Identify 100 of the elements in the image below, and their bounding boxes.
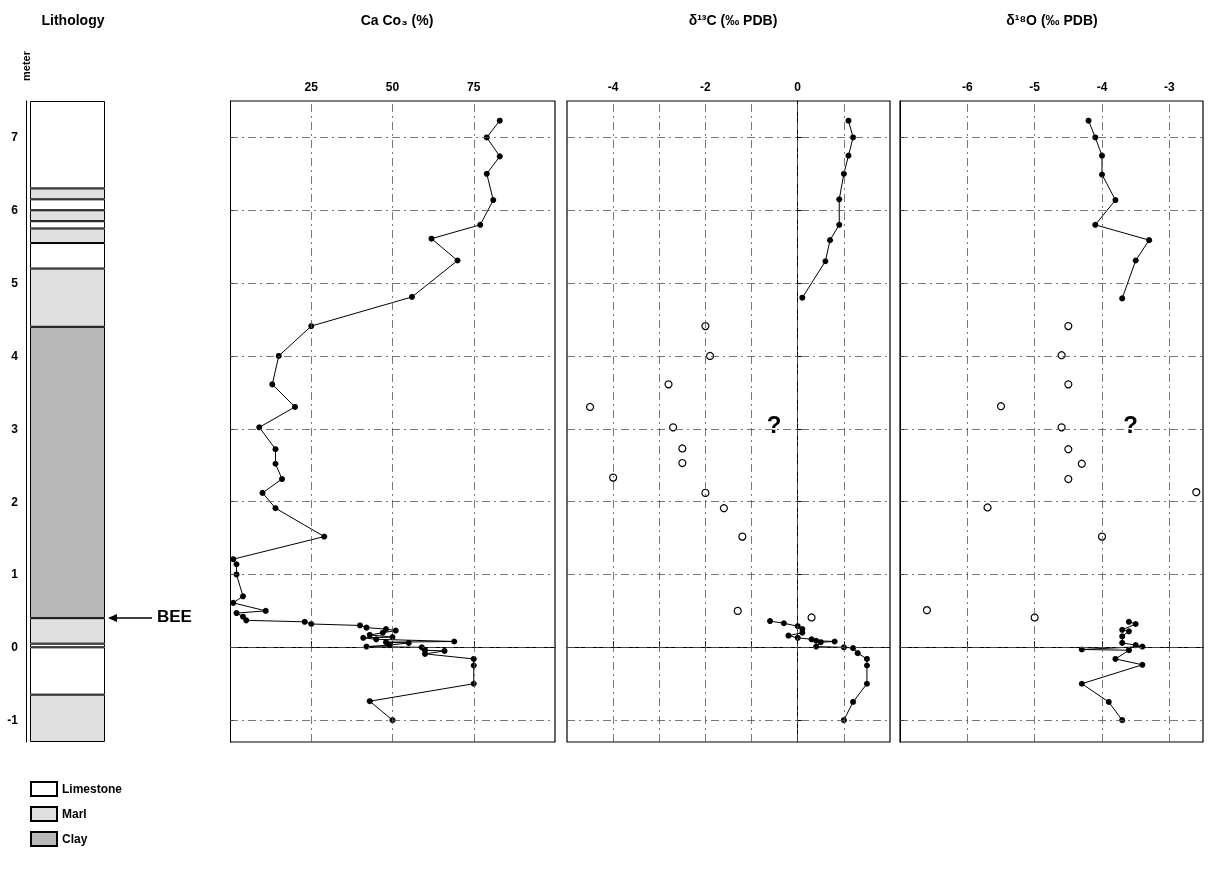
x-tick-label: -5	[1029, 80, 1041, 94]
chart-title: Ca Co₃ (%)	[360, 12, 434, 28]
point	[272, 460, 279, 467]
point	[1112, 197, 1119, 204]
point	[850, 134, 857, 141]
point	[272, 505, 279, 512]
point	[1097, 532, 1107, 541]
point	[813, 637, 820, 644]
point	[701, 488, 710, 497]
point	[240, 593, 246, 600]
point	[1064, 474, 1073, 484]
point	[1057, 423, 1066, 432]
point	[799, 294, 806, 301]
point	[441, 647, 448, 654]
point	[405, 639, 412, 646]
annotation: ?	[766, 410, 782, 438]
point	[827, 237, 834, 244]
x-tick-label: -6	[962, 80, 973, 94]
point	[1064, 445, 1073, 454]
point	[817, 639, 824, 646]
point	[483, 170, 490, 177]
point	[983, 503, 992, 512]
x-tick-label: -4	[607, 80, 619, 94]
point	[854, 650, 861, 657]
point	[585, 402, 595, 412]
point	[1092, 221, 1099, 228]
point	[496, 117, 503, 124]
point	[1125, 618, 1132, 625]
point	[477, 221, 484, 228]
y-tick-label: 7	[11, 130, 19, 145]
point	[863, 662, 870, 669]
point	[1064, 380, 1073, 389]
point	[836, 196, 843, 203]
point	[1078, 680, 1085, 687]
x-tick-label: -2	[700, 80, 712, 94]
x-tick-label: 25	[304, 80, 319, 94]
point	[292, 403, 298, 410]
y-tick-label: 2	[11, 494, 19, 509]
legend-label: Limestone	[62, 782, 123, 796]
point	[1057, 351, 1066, 360]
annotation: BEE	[157, 607, 192, 627]
point	[1112, 655, 1119, 662]
point	[308, 621, 315, 627]
point	[373, 636, 380, 643]
point	[243, 617, 250, 624]
point	[490, 197, 497, 204]
point	[1132, 621, 1139, 627]
point	[1064, 321, 1073, 331]
point	[1119, 295, 1126, 302]
point	[470, 655, 477, 662]
point	[845, 152, 852, 159]
point	[279, 476, 285, 483]
point	[360, 634, 367, 641]
point	[780, 620, 787, 627]
point	[1146, 237, 1153, 244]
point	[922, 606, 932, 615]
y-axis-title: meter	[20, 50, 32, 81]
point	[233, 610, 240, 617]
point	[366, 631, 373, 638]
point	[836, 221, 843, 228]
y-tick-label: 6	[11, 203, 19, 218]
point	[1119, 626, 1126, 633]
point	[230, 599, 237, 606]
point	[1099, 171, 1105, 178]
y-tick-label: -1	[7, 713, 19, 728]
point	[822, 258, 829, 265]
point	[1139, 661, 1146, 668]
point	[669, 423, 678, 432]
point	[1119, 633, 1126, 640]
x-tick-label: -3	[1164, 80, 1175, 94]
legend-label: Clay	[62, 832, 88, 846]
chart-title: δ¹⁸O (‰ PDB)	[1006, 12, 1098, 28]
point	[738, 532, 747, 541]
point	[275, 352, 282, 359]
x-tick-label: -4	[1096, 80, 1108, 94]
point	[454, 257, 461, 264]
y-tick-label: 3	[11, 421, 19, 436]
point	[701, 321, 710, 331]
y-tick-label: 1	[11, 567, 19, 582]
point	[678, 444, 687, 453]
point	[609, 473, 618, 482]
point	[767, 618, 774, 625]
point	[1125, 628, 1132, 635]
point	[831, 638, 838, 645]
point	[301, 618, 308, 625]
point	[1119, 639, 1126, 646]
point	[233, 561, 240, 568]
point	[262, 607, 269, 614]
y-tick-label: 4	[11, 348, 19, 363]
point	[1192, 488, 1201, 497]
point	[451, 638, 458, 645]
point	[664, 380, 673, 389]
point	[996, 402, 1006, 411]
point	[496, 153, 503, 160]
point	[1077, 459, 1086, 468]
point	[678, 458, 687, 468]
point	[850, 698, 857, 705]
point	[705, 351, 715, 361]
point	[1105, 698, 1112, 705]
point	[379, 629, 386, 636]
